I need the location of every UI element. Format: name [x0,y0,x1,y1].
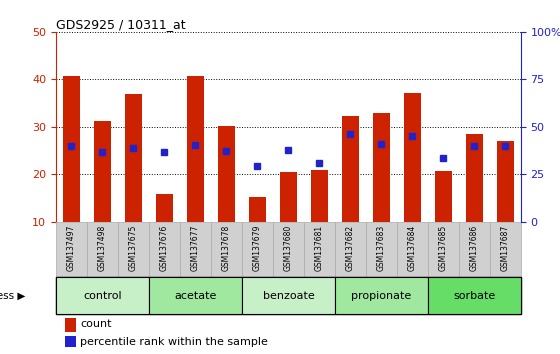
FancyBboxPatch shape [335,277,428,314]
Text: GSM137684: GSM137684 [408,225,417,271]
Text: sorbate: sorbate [453,291,496,301]
Bar [94,121,111,222]
FancyBboxPatch shape [56,222,87,277]
Text: percentile rank within the sample: percentile rank within the sample [80,337,268,347]
Text: GSM137679: GSM137679 [253,225,262,271]
Text: count: count [80,319,111,329]
Text: GSM137686: GSM137686 [470,225,479,271]
Text: GSM137675: GSM137675 [129,225,138,271]
FancyBboxPatch shape [335,222,366,277]
Bar [373,113,390,222]
FancyBboxPatch shape [118,222,149,277]
Text: GDS2925 / 10311_at: GDS2925 / 10311_at [56,18,185,31]
Text: GSM137687: GSM137687 [501,225,510,271]
Text: acetate: acetate [174,291,217,301]
Bar [311,170,328,222]
Bar [435,171,452,222]
Bar [342,116,359,222]
FancyBboxPatch shape [242,277,335,314]
Text: GSM137680: GSM137680 [284,225,293,271]
FancyBboxPatch shape [56,277,149,314]
Text: stress ▶: stress ▶ [0,291,26,301]
FancyBboxPatch shape [304,222,335,277]
Text: benzoate: benzoate [263,291,314,301]
FancyBboxPatch shape [366,222,397,277]
Text: GSM137681: GSM137681 [315,225,324,271]
Text: GSM137498: GSM137498 [98,225,107,271]
Text: GSM137683: GSM137683 [377,225,386,271]
Text: GSM137682: GSM137682 [346,225,355,271]
FancyBboxPatch shape [180,222,211,277]
FancyBboxPatch shape [273,222,304,277]
Bar [125,93,142,222]
Text: propionate: propionate [351,291,412,301]
FancyBboxPatch shape [149,277,242,314]
Bar [404,93,421,222]
FancyBboxPatch shape [242,222,273,277]
Text: GSM137685: GSM137685 [439,225,448,271]
Bar [249,197,266,222]
FancyBboxPatch shape [428,277,521,314]
Text: GSM137677: GSM137677 [191,225,200,271]
Text: GSM137678: GSM137678 [222,225,231,271]
Bar [218,126,235,222]
Bar [187,75,204,222]
FancyBboxPatch shape [459,222,490,277]
Bar [66,318,76,332]
Bar [280,172,297,222]
Bar [466,134,483,222]
Bar [66,336,76,350]
Text: control: control [83,291,122,301]
Text: GSM137497: GSM137497 [67,225,76,271]
FancyBboxPatch shape [87,222,118,277]
FancyBboxPatch shape [490,222,521,277]
FancyBboxPatch shape [428,222,459,277]
Bar [63,75,80,222]
FancyBboxPatch shape [397,222,428,277]
Bar [156,194,173,222]
Bar [497,141,514,222]
FancyBboxPatch shape [149,222,180,277]
Text: GSM137676: GSM137676 [160,225,169,271]
FancyBboxPatch shape [211,222,242,277]
